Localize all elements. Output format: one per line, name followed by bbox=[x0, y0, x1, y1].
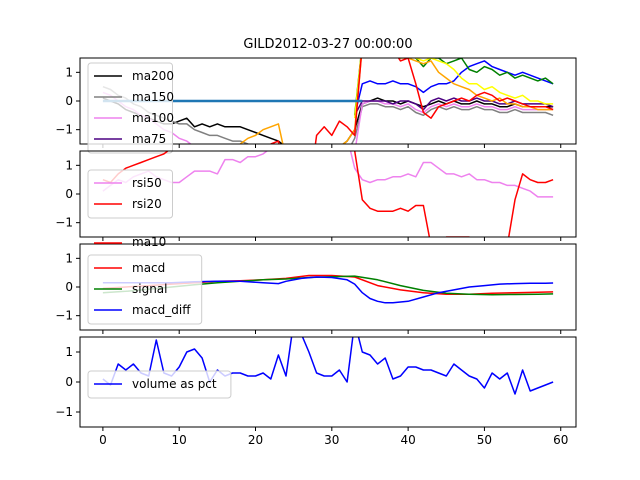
y-tick-label: −1 bbox=[55, 309, 73, 323]
series-line-ma20 bbox=[353, 58, 554, 119]
y-tick-label: 0 bbox=[65, 280, 73, 294]
legend-frame bbox=[87, 370, 232, 399]
panel-volume-legend: volume as pct bbox=[87, 370, 232, 399]
panel-volume-lines bbox=[102, 337, 554, 395]
series-line-ma200 bbox=[102, 97, 554, 144]
y-tick-label: 0 bbox=[65, 187, 73, 201]
panel-macd-y-axis: −1 0 1 bbox=[55, 251, 80, 323]
legend-label: rsi50 bbox=[132, 176, 162, 190]
y-tick-label: 0 bbox=[65, 375, 73, 389]
panel-volume-y-axis: −1 0 1 bbox=[55, 345, 80, 419]
x-tick-label: 20 bbox=[248, 433, 263, 447]
legend-frame bbox=[87, 62, 173, 154]
legend-label: signal bbox=[132, 282, 168, 296]
legend-label: volume as pct bbox=[132, 377, 217, 391]
y-tick-label: 0 bbox=[65, 94, 73, 108]
y-tick-label: −1 bbox=[55, 405, 73, 419]
panel-moving-averages-legend: ma200 ma150 ma100 ma75 bbox=[87, 62, 174, 154]
panel-rsi-legend: rsi50 rsi20 bbox=[87, 169, 173, 219]
series-line-ma150 bbox=[102, 85, 554, 144]
legend-frame bbox=[87, 169, 173, 219]
legend-label: ma10 bbox=[132, 235, 166, 249]
y-tick-label: 1 bbox=[65, 158, 73, 172]
x-tick-label: 10 bbox=[172, 433, 187, 447]
panel-rsi-y-axis: −1 0 1 bbox=[55, 158, 80, 230]
panel-rsi-x-ticks bbox=[102, 237, 562, 241]
legend-label: macd bbox=[132, 261, 165, 275]
x-tick-label: 30 bbox=[324, 433, 339, 447]
panel-rsi-lines bbox=[102, 151, 554, 237]
series-line-macd-diff bbox=[102, 276, 554, 304]
x-tick-label: 50 bbox=[477, 433, 492, 447]
y-tick-label: 1 bbox=[65, 251, 73, 265]
legend-label: rsi20 bbox=[132, 197, 162, 211]
y-tick-label: 1 bbox=[65, 65, 73, 79]
x-tick-label: 60 bbox=[553, 433, 568, 447]
panels: −101 ma200ma150ma100ma75−101rsi50rsi20−10… bbox=[55, 57, 577, 447]
chart-title: GILD2012-03-27 00:00:00 bbox=[243, 37, 412, 52]
y-tick-label: 1 bbox=[65, 345, 73, 359]
legend-label: ma150 bbox=[132, 90, 174, 104]
series-line-ma100 bbox=[102, 91, 554, 144]
series-line-rsi50 bbox=[102, 151, 554, 198]
x-tick-label: 0 bbox=[99, 433, 107, 447]
panel-moving-averages: −1 0 1 ma200 ma150 ma100 ma75 bbox=[55, 57, 577, 154]
series-line-ma25 bbox=[353, 58, 554, 116]
legend-frame bbox=[87, 254, 203, 325]
legend-label: ma200 bbox=[132, 69, 174, 83]
panel-macd: −1 0 1 macd signal macd_diff ma10 bbox=[55, 235, 577, 334]
legend-label: ma75 bbox=[132, 132, 166, 146]
panel-volume-x-ticks: 0 10 20 30 40 50 60 bbox=[99, 427, 568, 447]
panel-moving-averages-y-axis: −1 0 1 bbox=[55, 65, 80, 137]
series-line-ma50 bbox=[353, 60, 554, 116]
y-tick-label: −1 bbox=[55, 123, 73, 137]
panel-macd-legend: macd signal macd_diff ma10 bbox=[87, 235, 203, 325]
legend-label: ma100 bbox=[132, 111, 174, 125]
series-line-ma10 bbox=[270, 58, 554, 144]
x-tick-label: 40 bbox=[400, 433, 415, 447]
panel-rsi: −1 0 1 rsi50 rsi20 bbox=[55, 150, 577, 241]
panel-macd-x-ticks bbox=[102, 330, 562, 334]
series-line-volume-as-pct bbox=[102, 337, 554, 395]
y-tick-label: −1 bbox=[55, 216, 73, 230]
legend-label: macd_diff bbox=[132, 303, 191, 317]
series-line-ma15 bbox=[239, 58, 554, 144]
